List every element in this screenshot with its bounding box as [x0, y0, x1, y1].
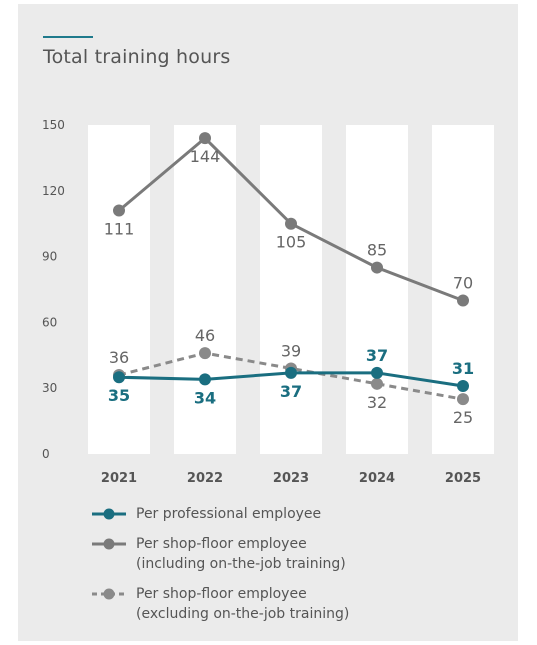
data-label: 37	[280, 382, 302, 401]
legend-swatch-shopfloor-excluding	[92, 588, 126, 600]
x-tick-label: 2023	[273, 471, 309, 486]
legend-swatch-shopfloor-including	[92, 538, 126, 550]
data-label: 34	[194, 388, 216, 407]
data-label: 39	[281, 341, 301, 360]
data-label: 85	[367, 241, 387, 260]
x-tick-label: 2024	[359, 471, 395, 486]
chart-title: Total training hours	[43, 46, 231, 68]
chart-legend: Per professional employee Per shop-floor…	[90, 504, 490, 634]
data-label: 31	[452, 359, 474, 378]
y-tick-label: 120	[42, 184, 65, 198]
data-label: 144	[190, 147, 221, 166]
legend-label-shopfloor-including-line1: Per shop-floor employee	[136, 536, 307, 552]
data-label: 35	[108, 386, 130, 405]
legend-label-shopfloor-including-line2: (including on-the-job training)	[136, 556, 346, 572]
y-tick-label: 150	[42, 118, 65, 132]
data-label: 37	[366, 346, 388, 365]
data-point	[199, 347, 211, 360]
y-tick-label: 60	[42, 315, 57, 329]
data-point	[199, 132, 211, 145]
y-tick-label: 90	[42, 250, 57, 264]
data-label: 46	[195, 326, 215, 345]
legend-item-shopfloor-excluding: Per shop-floor employee (excluding on-th…	[90, 584, 490, 624]
data-point	[285, 366, 297, 379]
data-label: 70	[453, 273, 473, 292]
data-point	[113, 371, 125, 384]
data-label: 105	[276, 233, 307, 252]
data-point	[371, 261, 383, 274]
y-tick-label: 30	[42, 381, 57, 395]
column-band	[174, 125, 236, 454]
data-label: 32	[367, 393, 387, 412]
column-band	[346, 125, 408, 454]
x-tick-label: 2022	[187, 471, 223, 486]
data-point	[457, 380, 469, 393]
legend-label-professional: Per professional employee	[136, 506, 322, 522]
data-point	[285, 217, 297, 230]
data-point	[371, 366, 383, 379]
chart-card: Total training hours 0 30 60 90 120 150 2021 20…	[18, 4, 518, 641]
data-point	[113, 204, 125, 217]
data-label: 111	[104, 220, 135, 239]
line-chart: 0 30 60 90 120 150 2021 2022 2023 2024 2025 35 34 37 3…	[42, 118, 494, 486]
data-point	[371, 377, 383, 390]
legend-item-professional: Per professional employee	[90, 504, 490, 524]
column-band	[260, 125, 322, 454]
series-line	[118, 351, 464, 401]
y-tick-label: 0	[42, 447, 50, 461]
legend-label-shopfloor-excluding-line1: Per shop-floor employee	[136, 586, 307, 602]
legend-swatch-professional	[92, 508, 126, 520]
data-point	[457, 393, 469, 406]
data-point	[457, 294, 469, 307]
legend-label-shopfloor-excluding-line2: (excluding on-the-job training)	[136, 606, 350, 622]
column-band	[88, 125, 150, 454]
title-accent-line	[43, 36, 93, 38]
data-label: 25	[453, 408, 473, 427]
x-tick-label: 2025	[445, 471, 481, 486]
data-label: 36	[109, 348, 129, 367]
legend-item-shopfloor-including: Per shop-floor employee (including on-th…	[90, 534, 490, 574]
x-tick-label: 2021	[101, 471, 137, 486]
data-point	[199, 373, 211, 386]
